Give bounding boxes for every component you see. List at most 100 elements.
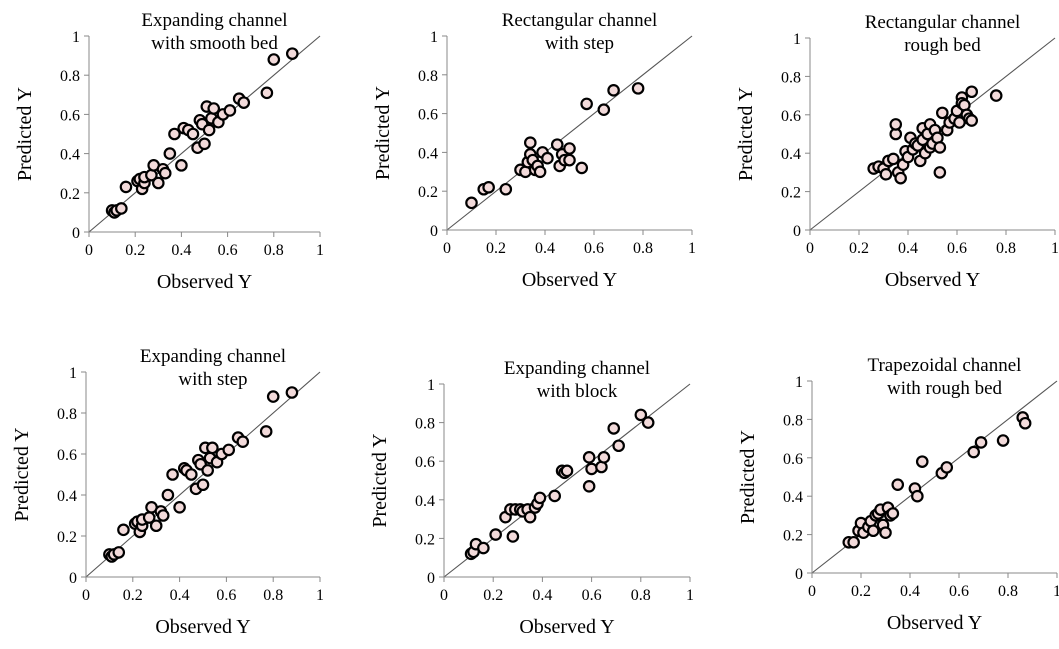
- x-tick-label: 0: [85, 242, 93, 259]
- x-tick-label: 0.8: [996, 240, 1016, 257]
- y-tick-label: 0.2: [783, 528, 803, 545]
- x-tick-label: 0: [440, 587, 448, 604]
- y-tick-label: 1: [795, 374, 803, 391]
- data-point: [175, 159, 188, 172]
- data-point: [166, 468, 179, 481]
- x-tick-label: 0.4: [898, 240, 918, 257]
- data-point: [886, 507, 900, 520]
- data-point: [115, 202, 128, 215]
- data-point: [285, 47, 299, 60]
- data-point: [533, 491, 547, 505]
- data-point: [866, 524, 880, 538]
- y-axis-label: Predicted Y: [11, 427, 33, 521]
- x-tick-label: 0.8: [263, 587, 283, 604]
- y-tick-label: 0.4: [415, 493, 435, 510]
- x-tick-label: 1: [688, 240, 696, 257]
- data-point: [112, 546, 126, 559]
- y-tick-label: 0.8: [781, 69, 801, 86]
- data-point: [894, 171, 907, 185]
- data-point: [607, 422, 621, 435]
- data-point: [237, 96, 251, 109]
- data-point: [879, 168, 893, 181]
- data-point: [582, 451, 596, 464]
- y-tick-label: 0.8: [57, 406, 77, 423]
- chart-title-line-1: Expanding channel: [504, 358, 650, 379]
- x-axis-label: Observed Y: [887, 612, 982, 634]
- chart-panel-3: 00 0.2 0.2 0.4 0.4 0.6 0.6 0.8 0.8 1 1 Observed Y Pr…: [735, 12, 1059, 291]
- y-tick-label: 0.2: [781, 185, 801, 202]
- x-tick-label: 0: [443, 240, 451, 257]
- chart-title-line-1: Rectangular channel: [502, 10, 658, 31]
- data-point: [585, 462, 598, 476]
- x-axis-label: Observed Y: [155, 616, 250, 638]
- x-tick-label: 0.2: [849, 240, 869, 257]
- data-point: [933, 141, 947, 154]
- y-axis-label: Predicted Y: [14, 87, 36, 181]
- y-tick-label: 1: [427, 377, 435, 394]
- data-point: [285, 386, 299, 399]
- x-tick-label: 0.4: [170, 587, 190, 604]
- data-point: [915, 455, 929, 468]
- y-tick-label: 1: [69, 365, 77, 382]
- data-point: [967, 445, 980, 459]
- data-point: [259, 425, 273, 438]
- y-tick-label: 0: [427, 570, 435, 587]
- x-tick-label: 0.4: [535, 240, 555, 257]
- chart-panel-2: 00 0.2 0.2 0.4 0.4 0.6 0.6 0.8 0.8 1 1 Observed Y Pr…: [372, 10, 696, 291]
- x-tick-label: 0.2: [123, 587, 143, 604]
- chart-title-line-1: Rectangular channel: [865, 12, 1021, 33]
- data-point: [597, 103, 611, 117]
- y-tick-label: 1: [430, 29, 438, 46]
- y-tick-label: 0: [793, 223, 801, 240]
- data-point: [266, 390, 280, 403]
- data-point: [563, 153, 576, 167]
- x-tick-label: 0.6: [582, 587, 602, 604]
- y-tick-label: 0.2: [60, 186, 80, 203]
- x-tick-label: 0.8: [631, 587, 651, 604]
- chart-title-line-2: with block: [537, 381, 618, 402]
- x-axis-label: Observed Y: [522, 269, 617, 291]
- chart-title-line-2: with step: [545, 33, 614, 54]
- data-point: [634, 408, 648, 422]
- data-point: [260, 86, 274, 100]
- data-point: [911, 489, 924, 503]
- x-tick-label: 0.2: [125, 242, 145, 259]
- y-tick-label: 0.6: [60, 107, 80, 124]
- chart-title-line-1: Expanding channel: [140, 346, 286, 367]
- y-tick-label: 0.2: [418, 184, 438, 201]
- x-tick-label: 0: [806, 240, 814, 257]
- x-tick-label: 0.4: [532, 587, 552, 604]
- data-point: [477, 541, 490, 555]
- data-point: [879, 526, 892, 539]
- data-point: [207, 102, 221, 115]
- data-point: [847, 535, 860, 549]
- y-tick-label: 0.8: [415, 416, 435, 433]
- chart-title-line-1: Trapezoidal channel: [868, 355, 1022, 376]
- y-tick-label: 0.6: [783, 451, 803, 468]
- data-point: [152, 176, 165, 190]
- data-point: [996, 434, 1010, 447]
- x-tick-label: 0.6: [216, 587, 236, 604]
- data-point: [933, 166, 947, 179]
- data-point: [489, 528, 502, 541]
- x-axis-label: Observed Y: [157, 271, 252, 293]
- chart-title-line-2: rough bed: [904, 35, 981, 56]
- y-tick-label: 0.4: [418, 145, 438, 162]
- x-tick-label: 0.6: [584, 240, 604, 257]
- data-point: [541, 151, 554, 165]
- y-tick-label: 0.6: [57, 447, 77, 464]
- data-point: [201, 464, 214, 477]
- data-point: [940, 461, 954, 474]
- data-point: [886, 152, 900, 166]
- x-tick-label: 0.6: [949, 583, 969, 600]
- data-point: [550, 138, 564, 151]
- x-tick-label: 0: [808, 583, 816, 600]
- data-point: [186, 127, 200, 141]
- data-point: [989, 89, 1003, 102]
- data-point: [223, 104, 237, 117]
- data-point: [533, 165, 547, 179]
- x-tick-label: 0.4: [171, 242, 191, 259]
- data-point: [523, 510, 537, 524]
- x-axis-label: Observed Y: [885, 269, 980, 291]
- x-tick-label: 0.4: [900, 583, 920, 600]
